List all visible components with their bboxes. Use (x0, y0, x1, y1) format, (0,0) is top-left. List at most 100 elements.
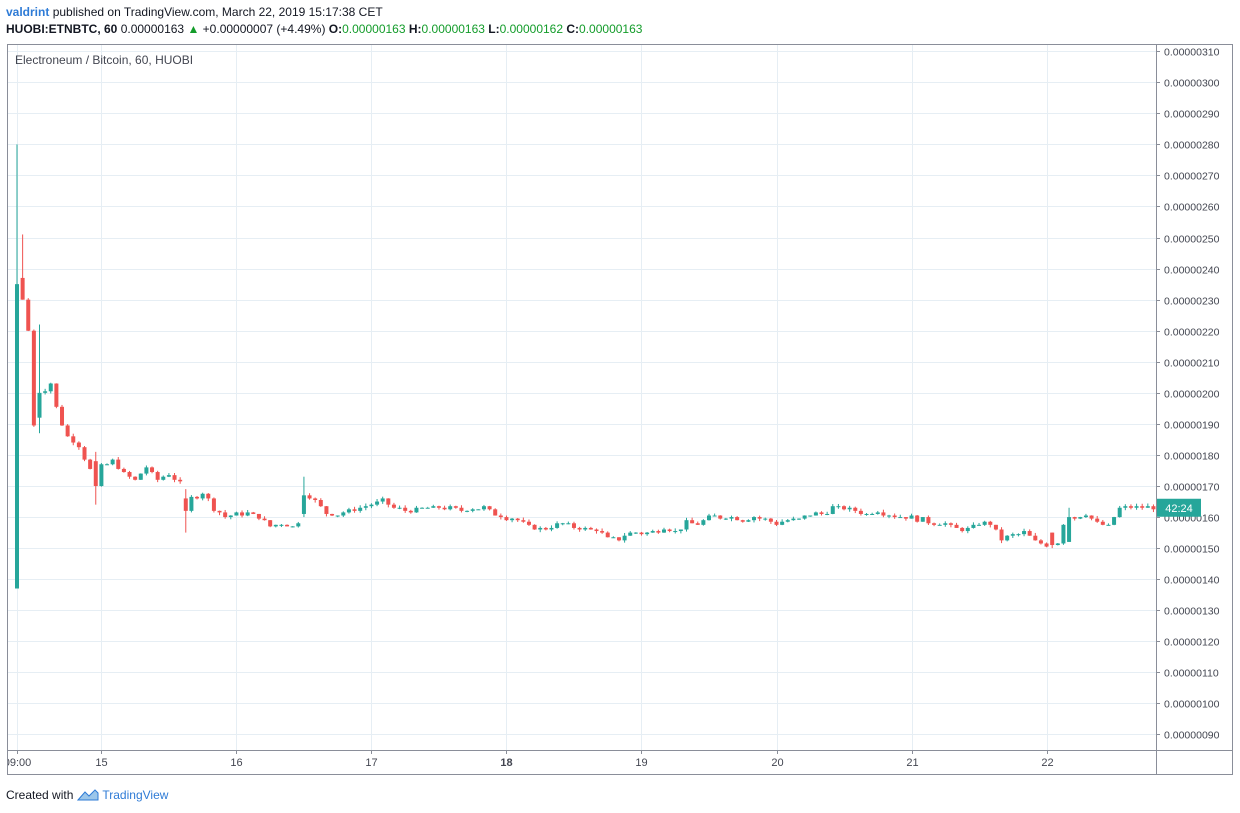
candle-body (847, 507, 852, 510)
candle-body (48, 383, 53, 392)
candle-body (144, 467, 149, 474)
candle-body (301, 495, 306, 514)
candle-body (813, 512, 818, 516)
candle-body (774, 521, 779, 525)
candle-body (1117, 507, 1122, 518)
candle-body (757, 517, 762, 519)
candle-body (887, 515, 892, 517)
candle-body (262, 518, 267, 521)
candle-body (150, 467, 155, 473)
candle-body (189, 496, 194, 511)
candle-body (532, 524, 537, 530)
candle-body (1095, 518, 1100, 522)
candle-body (138, 473, 143, 480)
candle-body (403, 507, 408, 511)
x-tick-label: 18 (500, 757, 512, 769)
y-tick-label: 0.00000100 (1164, 699, 1220, 711)
x-tick-label: 16 (230, 757, 242, 769)
candle-body (26, 299, 31, 331)
price-axis: 0.00000310 0.00000300 0.00000290 0.00000280… (1156, 45, 1220, 774)
candle-body (330, 513, 335, 516)
candle-body (622, 535, 627, 541)
candle-body (307, 495, 312, 499)
close-value: 0.00000163 (579, 22, 643, 36)
y-tick-label: 0.00000270 (1164, 171, 1220, 183)
published-text: published on TradingView.com, March 22, … (52, 5, 383, 19)
candle-body (746, 520, 751, 522)
candle-body (386, 498, 391, 505)
candle-body (290, 526, 295, 528)
candle-body (1123, 506, 1128, 508)
candle-body (999, 529, 1004, 541)
candlestick-chart[interactable]: 0.00000310 0.00000300 0.00000290 0.00000280… (8, 45, 1232, 774)
candle-body (223, 512, 228, 518)
candle-body (43, 391, 48, 393)
high-value: 0.00000163 (421, 22, 485, 36)
candle-body (1050, 532, 1055, 546)
author-link[interactable]: valdrint (6, 5, 50, 19)
candle-body (358, 507, 363, 511)
candle-body (37, 392, 42, 418)
candle-body (1067, 517, 1072, 542)
y-tick-label: 0.00000120 (1164, 637, 1220, 649)
candle-body (493, 509, 498, 516)
candle-body (1033, 535, 1038, 541)
candle-body (577, 527, 582, 530)
candle-body (1005, 535, 1010, 541)
candle-body (391, 504, 396, 508)
candle-body (54, 383, 59, 407)
candle-body (740, 520, 745, 522)
candle-body (673, 531, 678, 533)
candle-body (296, 523, 301, 527)
candle-body (555, 523, 560, 528)
candle-body (442, 507, 447, 510)
tradingview-brand-link[interactable]: TradingView (102, 788, 169, 802)
candle-body (611, 537, 616, 539)
price-tag (1157, 498, 1201, 517)
candle-body (948, 523, 953, 525)
candle-body (20, 277, 25, 300)
candle-body (858, 510, 863, 514)
candle-body (228, 515, 233, 518)
candle-body (60, 406, 65, 426)
candle-body (701, 520, 706, 525)
triangle-up-icon: ▲ (187, 22, 200, 36)
candle-body (661, 529, 666, 533)
candle-body (594, 529, 599, 532)
candle-body (526, 521, 531, 525)
candle-body (954, 524, 959, 528)
candle-body (414, 507, 419, 513)
candle-body (521, 520, 526, 522)
x-tick-label: 17 (365, 757, 377, 769)
candle-body (481, 506, 486, 510)
created-with-text: Created with (6, 788, 74, 802)
candle-body (121, 468, 126, 473)
candle-body (706, 515, 711, 521)
y-tick-label: 0.00000140 (1164, 575, 1220, 587)
y-tick-label: 0.00000230 (1164, 296, 1220, 308)
candle-body (335, 515, 340, 517)
candle-body (65, 425, 70, 437)
candle-body (656, 531, 661, 533)
candle-body (195, 496, 200, 499)
candle-body (915, 515, 920, 522)
y-tick-label: 0.00000300 (1164, 78, 1220, 90)
candle-body (420, 507, 425, 509)
candle-body (498, 515, 503, 518)
candle-body (723, 518, 728, 520)
candle-body (588, 527, 593, 530)
y-tick-label: 0.00000310 (1164, 47, 1220, 59)
candle-body (285, 524, 290, 527)
candle-body (808, 515, 813, 517)
candle-body (88, 459, 93, 469)
candle-body (425, 507, 430, 509)
candle-body (436, 506, 441, 508)
chart-frame (7, 44, 1233, 775)
candle-body (549, 527, 554, 530)
y-tick-label: 0.00000250 (1164, 234, 1220, 246)
candle-body (515, 518, 520, 521)
candle-body (560, 523, 565, 525)
y-tick-label: 0.00000130 (1164, 606, 1220, 618)
y-tick-label: 0.00000240 (1164, 265, 1220, 277)
candle-body (763, 518, 768, 520)
